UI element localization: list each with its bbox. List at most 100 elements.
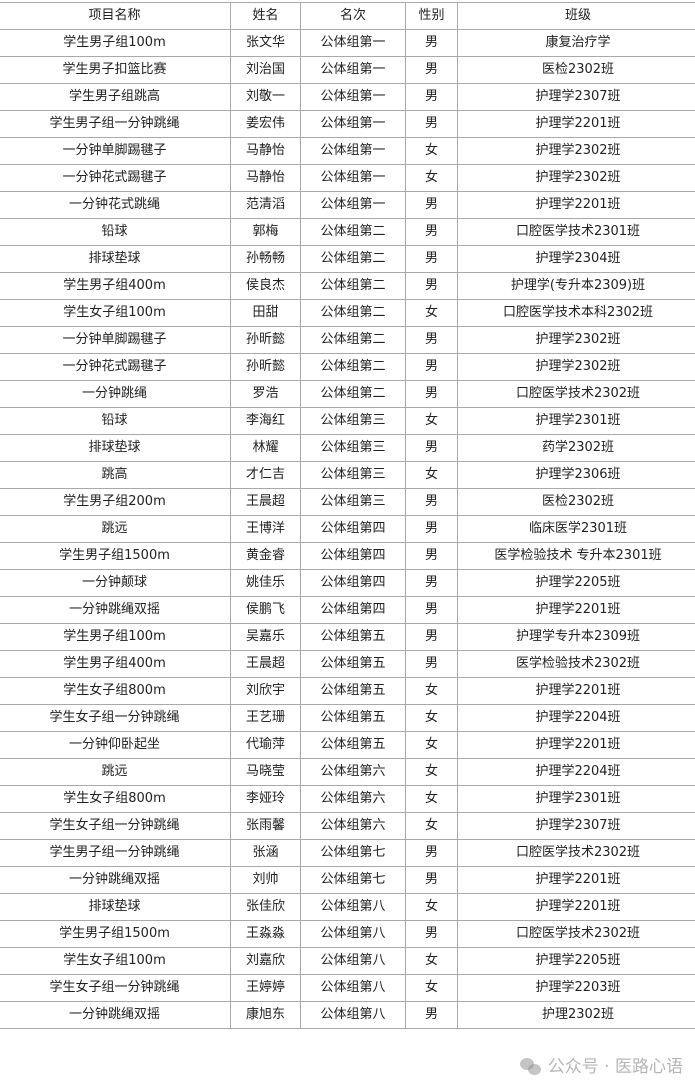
cell-gender: 女 (405, 758, 458, 786)
cell-name: 郭梅 (230, 218, 301, 246)
table-row: 学生男子组200m 王晨超 公体组第三男医检2302班 (0, 488, 695, 516)
cell-event: 学生男子组一分钟跳绳 (0, 110, 231, 138)
cell-rank: 公体组第一 (300, 29, 406, 57)
cell-class: 护理学专升本2309班 (457, 623, 695, 651)
cell-name: 张涵 (230, 839, 301, 867)
table-row: 一分钟花式踢毽子 孙昕懿 公体组第二男护理学2302班 (0, 353, 695, 381)
cell-gender: 男 (405, 353, 458, 381)
cell-rank: 公体组第七 (300, 839, 406, 867)
cell-rank: 公体组第一 (300, 110, 406, 138)
table-row: 一分钟跳绳双摇 侯鹏飞 公体组第四男护理学2201班 (0, 596, 695, 624)
table-row: 一分钟花式跳绳 范清滔 公体组第一男护理学2201班 (0, 191, 695, 219)
cell-name: 马静怡 (230, 164, 301, 192)
cell-gender: 男 (405, 56, 458, 84)
cell-class: 护理学2201班 (457, 191, 695, 219)
cell-name: 刘欣宇 (230, 677, 301, 705)
table-row: 跳远 马晓莹 公体组第六女护理学2204班 (0, 758, 695, 786)
header-gender: 性别 (405, 2, 458, 30)
cell-event: 学生女子组100m (0, 299, 231, 327)
cell-gender: 男 (405, 245, 458, 273)
table-row: 排球垫球 孙畅畅 公体组第二男护理学2304班 (0, 245, 695, 273)
cell-name: 李海红 (230, 407, 301, 435)
cell-name: 罗浩 (230, 380, 301, 408)
cell-rank: 公体组第八 (300, 893, 406, 921)
cell-class: 护理学2302班 (457, 353, 695, 381)
cell-rank: 公体组第八 (300, 920, 406, 948)
table-row: 学生男子组1500m 黄金睿 公体组第四男医学检验技术 专升本2301班 (0, 542, 695, 570)
cell-name: 王婷婷 (230, 974, 301, 1002)
watermark: 公众号 · 医路心语 (519, 1056, 683, 1078)
cell-class: 康复治疗学 (457, 29, 695, 57)
cell-rank: 公体组第一 (300, 191, 406, 219)
cell-class: 护理2302班 (457, 1001, 695, 1029)
table-row: 学生女子组100m 刘嘉欣 公体组第八女护理学2205班 (0, 947, 695, 975)
cell-gender: 男 (405, 191, 458, 219)
cell-class: 护理学2201班 (457, 110, 695, 138)
cell-name: 马静怡 (230, 137, 301, 165)
cell-gender: 女 (405, 407, 458, 435)
cell-class: 护理学2201班 (457, 677, 695, 705)
cell-rank: 公体组第一 (300, 164, 406, 192)
cell-class: 口腔医学技术2302班 (457, 839, 695, 867)
table-row: 跳远 王博洋 公体组第四男临床医学2301班 (0, 515, 695, 543)
cell-class: 护理学2301班 (457, 407, 695, 435)
cell-rank: 公体组第二 (300, 299, 406, 327)
cell-event: 一分钟仰卧起坐 (0, 731, 231, 759)
cell-gender: 男 (405, 434, 458, 462)
table-row: 一分钟仰卧起坐 代瑜萍 公体组第五女护理学2201班 (0, 731, 695, 759)
cell-name: 孙昕懿 (230, 353, 301, 381)
table-row: 一分钟颠球 姚佳乐 公体组第四男护理学2205班 (0, 569, 695, 597)
table-row: 学生男子组400m 王晨超 公体组第五男医学检验技术2302班 (0, 650, 695, 678)
cell-name: 张佳欣 (230, 893, 301, 921)
cell-rank: 公体组第二 (300, 326, 406, 354)
table-row: 学生男子扣篮比赛 刘治国 公体组第一男医检2302班 (0, 56, 695, 84)
cell-event: 排球垫球 (0, 245, 231, 273)
cell-rank: 公体组第三 (300, 434, 406, 462)
cell-event: 学生男子组1500m (0, 920, 231, 948)
cell-event: 铅球 (0, 218, 231, 246)
cell-event: 学生女子组800m (0, 677, 231, 705)
cell-name: 张文华 (230, 29, 301, 57)
cell-event: 一分钟单脚踢毽子 (0, 326, 231, 354)
table-row: 一分钟跳绳 罗浩 公体组第二男口腔医学技术2302班 (0, 380, 695, 408)
cell-rank: 公体组第五 (300, 704, 406, 732)
cell-event: 一分钟跳绳双摇 (0, 596, 231, 624)
cell-class: 护理学2306班 (457, 461, 695, 489)
cell-gender: 女 (405, 137, 458, 165)
cell-rank: 公体组第六 (300, 758, 406, 786)
cell-rank: 公体组第二 (300, 218, 406, 246)
cell-class: 护理学2203班 (457, 974, 695, 1002)
table-row: 学生男子组400m 侯良杰 公体组第二男护理学(专升本2309)班 (0, 272, 695, 300)
cell-class: 护理学2304班 (457, 245, 695, 273)
cell-name: 王晨超 (230, 650, 301, 678)
cell-rank: 公体组第八 (300, 974, 406, 1002)
cell-gender: 男 (405, 218, 458, 246)
cell-class: 护理学2307班 (457, 812, 695, 840)
table-row: 一分钟跳绳双摇 刘帅 公体组第七男护理学2201班 (0, 866, 695, 894)
cell-name: 范清滔 (230, 191, 301, 219)
cell-event: 学生女子组一分钟跳绳 (0, 704, 231, 732)
cell-rank: 公体组第四 (300, 515, 406, 543)
cell-name: 刘帅 (230, 866, 301, 894)
cell-gender: 男 (405, 542, 458, 570)
cell-rank: 公体组第二 (300, 272, 406, 300)
cell-event: 学生男子组400m (0, 272, 231, 300)
cell-gender: 男 (405, 650, 458, 678)
cell-gender: 女 (405, 812, 458, 840)
table-row: 学生男子组100m 张文华 公体组第一男康复治疗学 (0, 29, 695, 57)
cell-rank: 公体组第二 (300, 245, 406, 273)
cell-gender: 男 (405, 866, 458, 894)
table-row: 学生女子组一分钟跳绳 张雨馨 公体组第六女护理学2307班 (0, 812, 695, 840)
cell-class: 口腔医学技术2302班 (457, 920, 695, 948)
cell-event: 学生男子组100m (0, 623, 231, 651)
cell-event: 排球垫球 (0, 893, 231, 921)
cell-rank: 公体组第一 (300, 137, 406, 165)
cell-class: 护理学2302班 (457, 137, 695, 165)
cell-name: 刘治国 (230, 56, 301, 84)
header-row: 项目名称 姓名 名次 性别 班级 (0, 2, 695, 30)
table-row: 学生男子组跳高 刘敬一 公体组第一男护理学2307班 (0, 83, 695, 111)
cell-event: 排球垫球 (0, 434, 231, 462)
cell-class: 医学检验技术2302班 (457, 650, 695, 678)
cell-event: 一分钟花式踢毽子 (0, 353, 231, 381)
watermark-text: 公众号 · 医路心语 (547, 1057, 683, 1077)
